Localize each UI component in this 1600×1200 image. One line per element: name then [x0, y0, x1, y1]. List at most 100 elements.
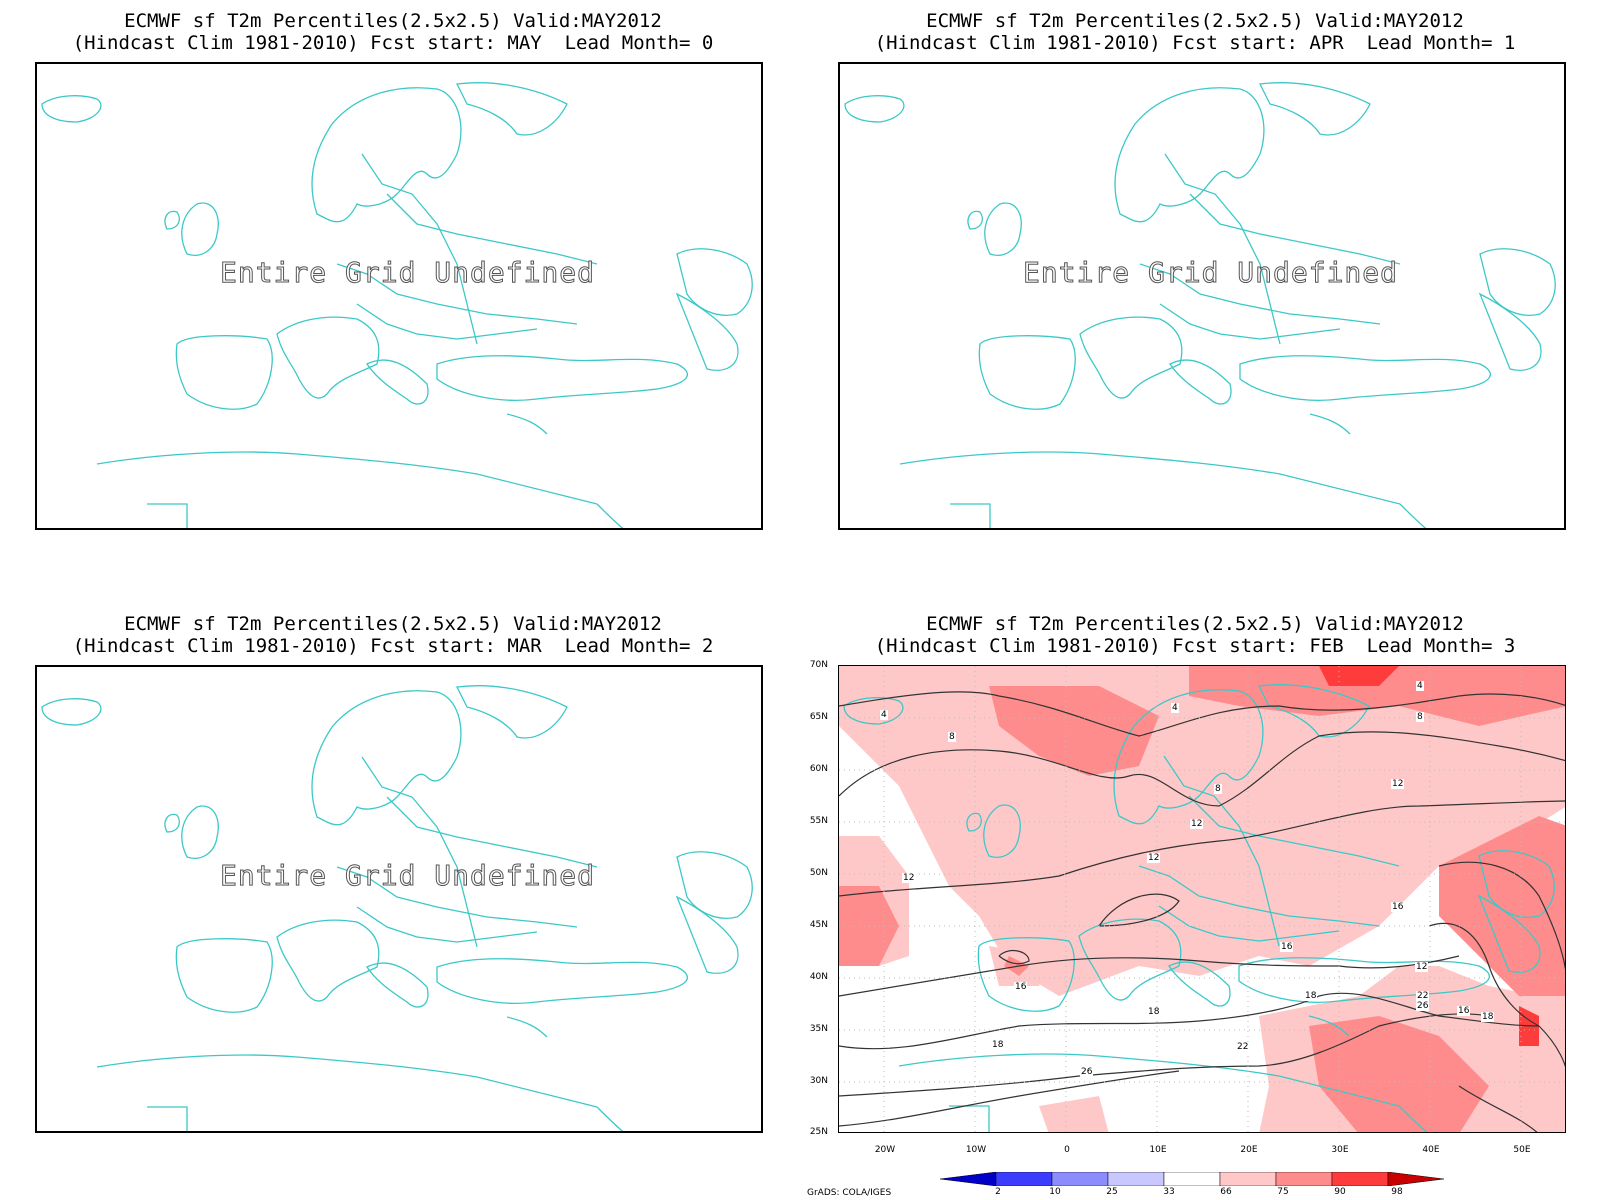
coastline-map [41, 82, 753, 528]
coastline [147, 503, 188, 528]
coastline [175, 938, 273, 1013]
colorbar-label: 33 [1163, 1187, 1175, 1197]
lat-label: 40N [809, 972, 828, 982]
coastline [456, 82, 568, 136]
colorbar-segment [1163, 1172, 1221, 1186]
colorbar-segment [1219, 1172, 1277, 1186]
coastline [175, 335, 273, 410]
lon-label: 10E [1149, 1145, 1167, 1155]
coastline [977, 937, 1075, 1012]
panel4-title: ECMWF sf T2m Percentiles(2.5x2.5) Valid:… [874, 613, 1516, 657]
coastline [1399, 503, 1427, 528]
coastline [311, 690, 462, 826]
lat-label: 35N [809, 1024, 828, 1034]
coastline [356, 303, 538, 340]
lon-label: 30E [1331, 1145, 1349, 1155]
coastline [456, 685, 568, 739]
coastline [1188, 795, 1400, 867]
lon-label: 20E [1240, 1145, 1258, 1155]
coastline-map [41, 685, 753, 1131]
coastline [1239, 355, 1492, 401]
contour-label: 12 [1415, 962, 1429, 972]
coastline-map [843, 684, 1555, 1132]
coastline [898, 1053, 1400, 1107]
coastline [1114, 87, 1265, 223]
coastline [96, 1054, 598, 1108]
colorbar-segment [1387, 1172, 1444, 1186]
contour-label: 22 [1416, 991, 1430, 1001]
lat-label: 25N [809, 1127, 828, 1137]
coastline [436, 958, 689, 1004]
contour-label: 12 [902, 873, 916, 883]
colorbar-segment [1331, 1172, 1389, 1186]
coastline [436, 355, 689, 401]
coastline [181, 805, 219, 859]
coastline [1259, 82, 1371, 136]
coastline [950, 503, 991, 528]
map-panel-lead0: Entire Grid Undefined [35, 62, 763, 530]
coastline [41, 95, 102, 123]
coastline [361, 756, 478, 948]
contour-label: 16 [1280, 942, 1294, 952]
contour-label: 18 [1304, 991, 1318, 1001]
contour-label: 16 [1391, 902, 1405, 912]
colorbar-label: 10 [1049, 1187, 1061, 1197]
panel1-title: ECMWF sf T2m Percentiles(2.5x2.5) Valid:… [72, 10, 714, 54]
coastline [336, 866, 578, 928]
coastline [1478, 292, 1542, 371]
colorbar-label: 66 [1220, 1187, 1232, 1197]
colorbar-label: 25 [1106, 1187, 1118, 1197]
coastline [1079, 316, 1183, 399]
lat-label: 65N [809, 712, 828, 722]
lat-label: 30N [809, 1076, 828, 1086]
coastline [1139, 263, 1381, 325]
coastline [1163, 755, 1280, 947]
coastline [1168, 961, 1231, 1007]
coastline [983, 804, 1021, 858]
colorbar [940, 1172, 1444, 1186]
coastline [366, 962, 429, 1008]
coastline [967, 210, 983, 230]
contour-label: 12 [1391, 779, 1405, 789]
lon-label: 50E [1513, 1145, 1531, 1155]
coastline [276, 919, 380, 1002]
coastline [336, 263, 578, 325]
coastline [1078, 918, 1182, 1001]
coastline [844, 95, 905, 123]
colorbar-segment [1275, 1172, 1333, 1186]
contour-label: 8 [948, 732, 956, 742]
coastline [1169, 359, 1232, 405]
contour-label: 18 [991, 1040, 1005, 1050]
coastline [675, 895, 739, 974]
coastline [984, 202, 1022, 256]
coastline [147, 1106, 188, 1131]
lat-label: 50N [809, 868, 828, 878]
colorbar-segment [995, 1172, 1053, 1186]
contour-label: 12 [1147, 853, 1161, 863]
contour-label: 8 [1214, 784, 1222, 794]
coastline [366, 359, 429, 405]
lon-label: 20W [874, 1145, 896, 1155]
map-panel-lead2: Entire Grid Undefined [35, 665, 763, 1133]
lat-label: 45N [809, 920, 828, 930]
temperature-contours [839, 666, 1565, 1132]
coastline [1189, 193, 1401, 265]
colorbar-label: 2 [995, 1187, 1001, 1197]
lat-label: 55N [809, 816, 828, 826]
coastline [966, 812, 982, 832]
coastline [1477, 894, 1541, 973]
coastline [676, 851, 753, 919]
coastline [1308, 1015, 1350, 1037]
map-panel-lead1: Entire Grid Undefined [838, 62, 1566, 530]
coastline [96, 451, 598, 505]
coastline [311, 87, 462, 223]
colorbar-segment [940, 1172, 997, 1186]
contour-label: 4 [880, 710, 888, 720]
colorbar-segment [1107, 1172, 1165, 1186]
coastline [675, 292, 739, 371]
coastline [596, 1106, 624, 1131]
coastline [1478, 850, 1555, 918]
coastline [276, 316, 380, 399]
contour-label: 16 [1457, 1006, 1471, 1016]
coastline [1159, 303, 1341, 340]
